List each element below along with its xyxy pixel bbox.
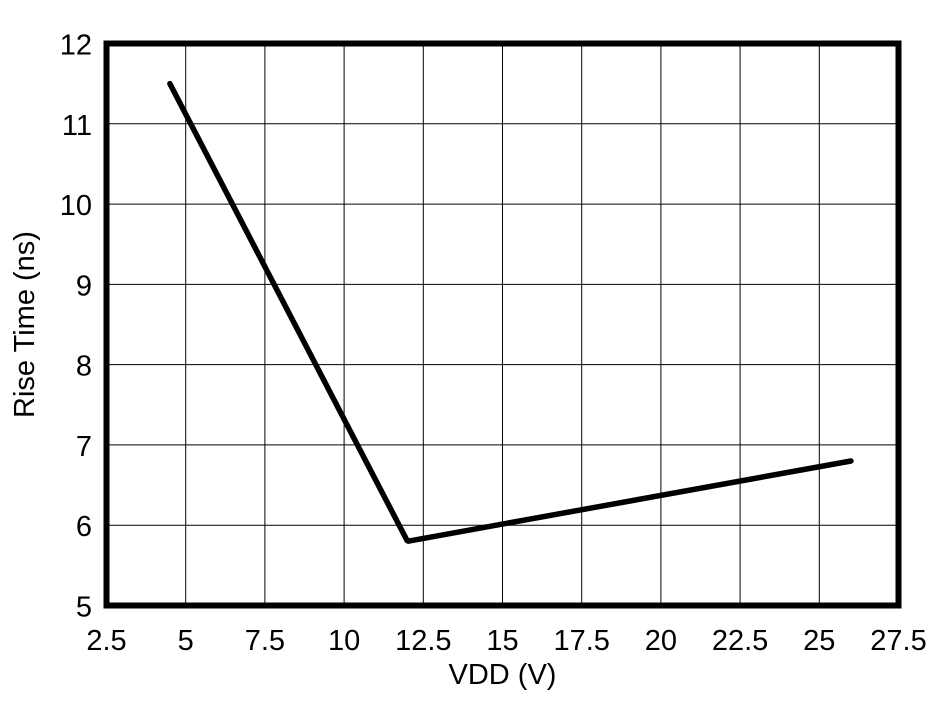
- x-tick-label: 2.5: [86, 625, 126, 657]
- y-tick-label: 12: [60, 30, 92, 62]
- rise-time-line: [167, 80, 854, 544]
- x-tick-labels: 2.5 5 7.5 10 12.5 15 17.5 20 22.5 25 27.5: [86, 625, 926, 657]
- y-tick-labels: 5 6 7 8 9 10 11 12: [60, 30, 92, 624]
- x-tick-label: 12.5: [395, 625, 451, 657]
- plot-border: [103, 40, 902, 609]
- y-tick-label: 7: [76, 431, 92, 463]
- x-tick-label: 10: [328, 625, 360, 657]
- x-tick-label: 20: [645, 625, 677, 657]
- x-tick-label: 25: [803, 625, 835, 657]
- y-axis-title: Rise Time (ns): [9, 231, 41, 418]
- gridlines: [106, 43, 899, 606]
- x-tick-label: 17.5: [553, 625, 609, 657]
- x-tick-label: 27.5: [870, 625, 926, 657]
- x-tick-label: 5: [178, 625, 194, 657]
- x-axis-title: VDD (V): [449, 659, 557, 691]
- y-tick-label: 8: [76, 351, 92, 383]
- y-tick-label: 11: [62, 110, 92, 142]
- y-tick-label: 6: [76, 511, 92, 543]
- y-tick-label: 5: [76, 592, 92, 624]
- y-tick-label: 10: [60, 190, 92, 222]
- x-tick-label: 15: [486, 625, 518, 657]
- y-tick-label: 9: [76, 270, 92, 302]
- x-tick-label: 22.5: [712, 625, 768, 657]
- x-tick-label: 7.5: [245, 625, 285, 657]
